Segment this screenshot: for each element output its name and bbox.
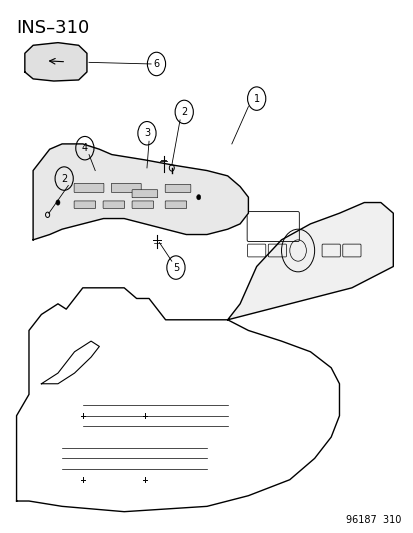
Text: 2: 2 — [180, 107, 187, 117]
Polygon shape — [227, 203, 392, 320]
Text: 4: 4 — [82, 143, 88, 153]
FancyBboxPatch shape — [111, 183, 141, 192]
Text: 5: 5 — [172, 263, 179, 272]
FancyBboxPatch shape — [74, 201, 95, 208]
FancyBboxPatch shape — [132, 201, 153, 208]
Polygon shape — [33, 144, 248, 240]
Text: 96187  310: 96187 310 — [345, 515, 401, 525]
FancyBboxPatch shape — [103, 201, 124, 208]
FancyBboxPatch shape — [74, 183, 104, 192]
Text: 6: 6 — [153, 59, 159, 69]
Polygon shape — [25, 43, 87, 81]
FancyBboxPatch shape — [132, 190, 157, 198]
Circle shape — [56, 200, 60, 205]
FancyBboxPatch shape — [165, 201, 186, 208]
Text: INS–310: INS–310 — [17, 19, 90, 37]
Text: 3: 3 — [144, 128, 150, 138]
Text: 2: 2 — [61, 174, 67, 183]
Circle shape — [196, 195, 200, 200]
FancyBboxPatch shape — [165, 184, 190, 192]
Text: 1: 1 — [253, 94, 259, 103]
